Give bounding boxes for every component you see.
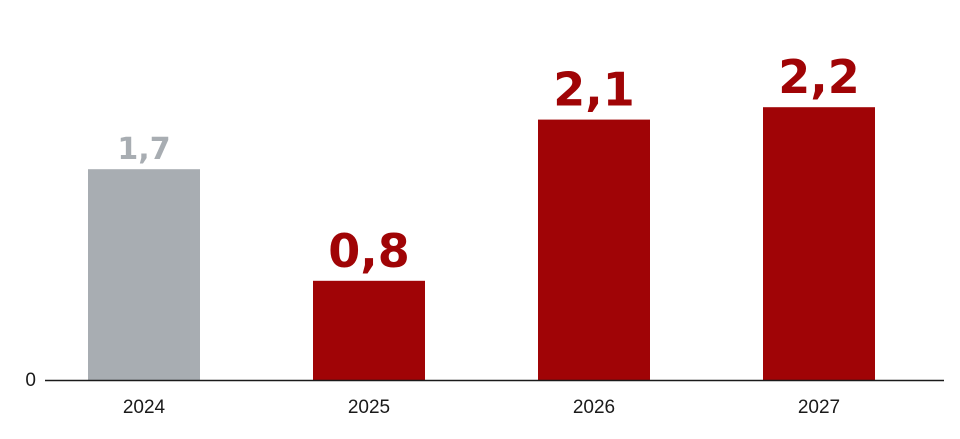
value-label-2027: 2,2 — [778, 50, 860, 104]
x-tick-labels-group: 2024 2025 2026 2027 — [123, 397, 840, 418]
bar-2027 — [763, 107, 875, 380]
bar-2026 — [538, 119, 650, 380]
value-label-2026: 2,1 — [553, 63, 635, 117]
x-tick-label-2024: 2024 — [123, 397, 166, 418]
bar-2024 — [88, 169, 200, 380]
y-tick-label-0: 0 — [25, 370, 36, 391]
x-tick-label-2026: 2026 — [573, 397, 615, 418]
x-tick-label-2027: 2027 — [798, 397, 840, 418]
x-tick-label-2025: 2025 — [348, 397, 390, 418]
value-label-2025: 0,8 — [328, 224, 410, 278]
value-labels-group: 1,7 0,8 2,1 2,2 — [117, 50, 859, 278]
bar-2025 — [313, 280, 425, 380]
bars-group — [88, 107, 875, 380]
value-label-2024: 1,7 — [117, 132, 170, 167]
